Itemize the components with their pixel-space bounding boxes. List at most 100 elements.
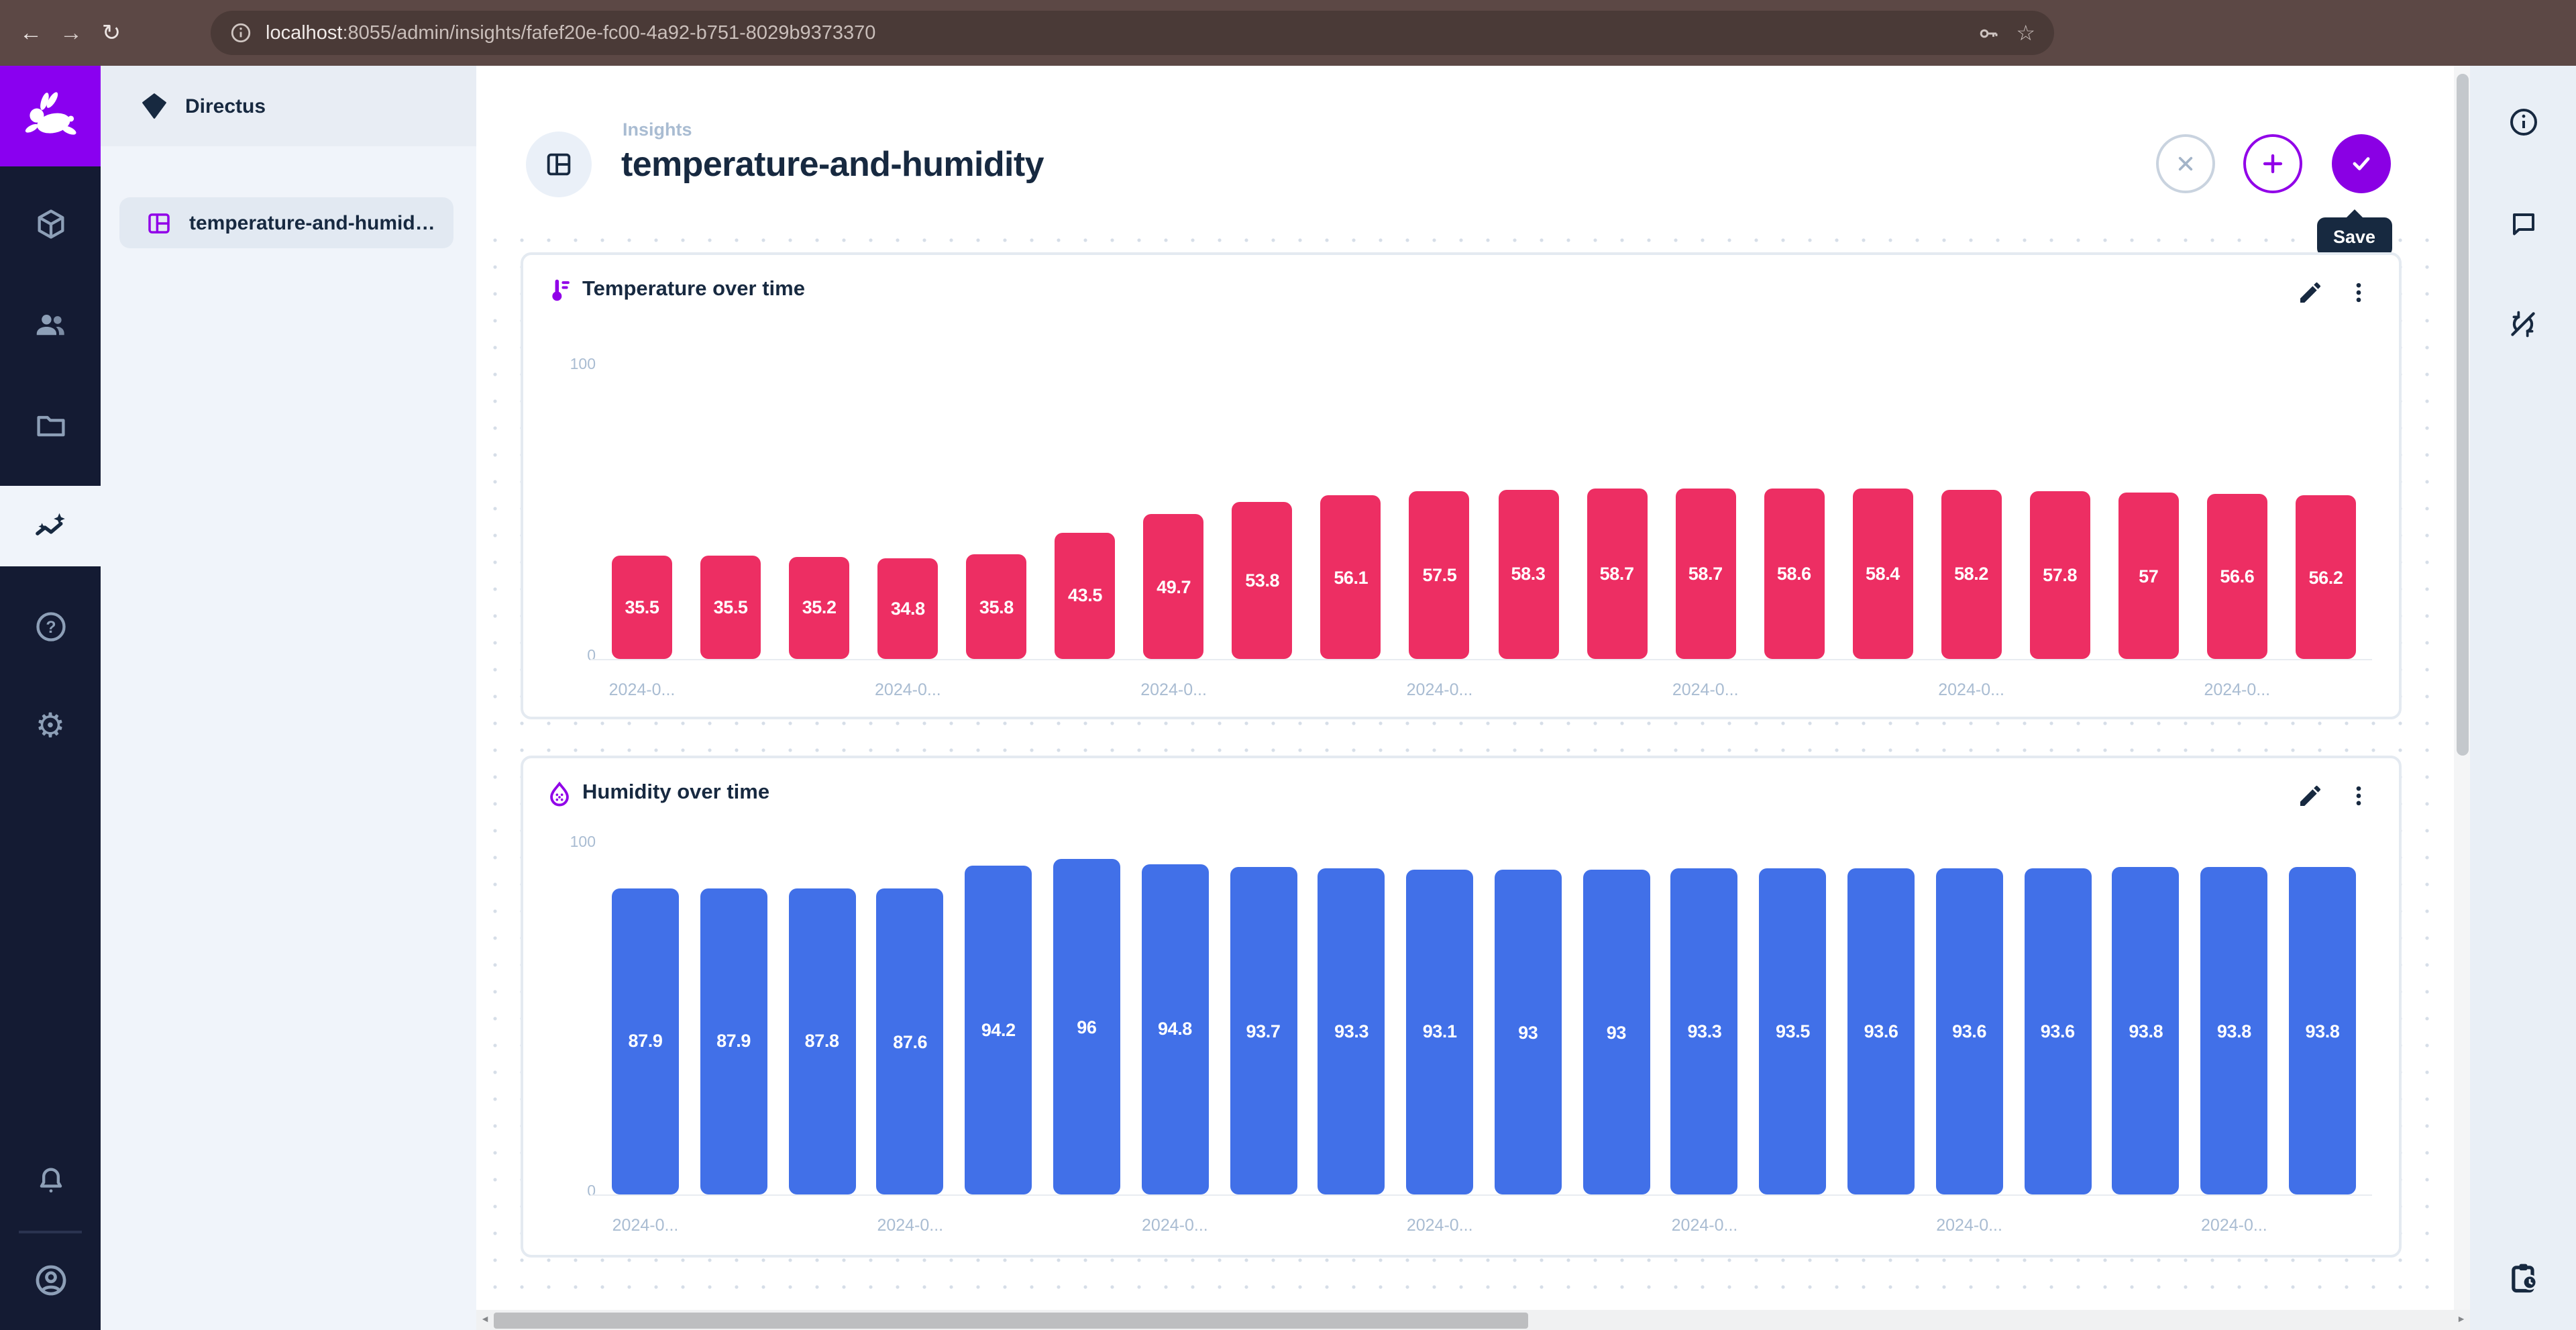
module-insights-active[interactable] <box>0 486 101 566</box>
bar-value-label: 93.3 <box>1687 1021 1722 1042</box>
bar-value-label: 93.5 <box>1776 1021 1810 1041</box>
x-axis-tick-label: 2024-0... <box>1936 1216 2002 1235</box>
chart-bar: 93.3 <box>1318 868 1385 1194</box>
module-files[interactable] <box>0 385 101 466</box>
chart-bar: 57.8 <box>2029 491 2090 659</box>
url-host: localhost <box>266 22 343 44</box>
chart-bar: 96 <box>1053 859 1120 1194</box>
x-axis-tick-label: 2024-0... <box>608 680 676 699</box>
back-icon[interactable]: ← <box>19 19 42 45</box>
cube-icon <box>37 209 64 239</box>
bar-value-label: 56.2 <box>2308 567 2343 587</box>
cancel-button[interactable] <box>2156 134 2215 193</box>
x-axis-tick-label: 2024-0... <box>875 680 941 699</box>
bar-value-label: 93.8 <box>2216 1021 2251 1041</box>
info-icon <box>2510 109 2536 136</box>
horizontal-scrollbar[interactable]: ◄ ► <box>476 1310 2470 1330</box>
chart-bar: 94.2 <box>965 866 1032 1194</box>
pencil-icon <box>2300 785 2321 806</box>
directus-logo[interactable] <box>0 66 101 166</box>
bar-chart-humidity: 87.9 2024-0... 87.9 87.8 87.6 2024-0... 94.2 96… <box>590 846 2372 1235</box>
comments-button[interactable] <box>2470 208 2576 240</box>
x-axis-tick-label: 2024-0... <box>1406 680 1473 699</box>
panel-humidity[interactable]: Humidity over time 100 0 87.9 2024-0... 87… <box>521 756 2402 1258</box>
project-switcher[interactable]: Directus <box>101 66 476 146</box>
chart-bar: 93.8 <box>2112 867 2180 1194</box>
bar-value-label: 93.1 <box>1422 1021 1457 1042</box>
notifications-button[interactable] <box>0 1141 101 1221</box>
url-path: :8055/admin/insights/fafef20e-fc00-4a92-… <box>342 22 876 44</box>
bar-value-label: 57.8 <box>2043 564 2078 585</box>
sidebar-item-dashboard[interactable]: temperature-and-humidity <box>119 197 453 248</box>
reload-icon[interactable]: ↻ <box>101 19 121 45</box>
thermometer-icon <box>545 276 574 306</box>
dashboard-info-button[interactable] <box>2470 106 2576 138</box>
module-settings[interactable]: ⚙ <box>0 686 101 766</box>
chart-bar: 93.7 <box>1230 867 1297 1194</box>
panel-menu-button[interactable] <box>2345 782 2372 809</box>
bar-value-label: 93.8 <box>2305 1021 2340 1041</box>
scroll-right-arrow-icon[interactable]: ► <box>2457 1315 2466 1325</box>
bar-value-label: 93.6 <box>1864 1021 1898 1041</box>
dashboard-icon <box>148 213 170 233</box>
bell-icon <box>39 1168 62 1193</box>
bar-value-label: 94.8 <box>1157 1019 1192 1039</box>
module-users[interactable] <box>0 283 101 364</box>
edit-panel-button[interactable] <box>2297 782 2324 809</box>
bar-value-label: 58.7 <box>1599 563 1634 584</box>
horizontal-scrollbar-thumb[interactable] <box>494 1312 1528 1328</box>
chart-bar: 93.5 <box>1759 868 1827 1194</box>
bar-value-label: 56.1 <box>1334 567 1368 588</box>
kebab-menu-icon <box>2356 283 2361 303</box>
auto-refresh-disabled-button[interactable] <box>2470 307 2576 341</box>
bar-value-label: 49.7 <box>1157 576 1191 597</box>
scroll-left-arrow-icon[interactable]: ◄ <box>480 1315 490 1325</box>
bar-value-label: 53.8 <box>1245 570 1280 591</box>
bar-value-label: 87.9 <box>716 1031 751 1052</box>
site-info-icon[interactable] <box>229 21 252 44</box>
chart-bar: 93.6 <box>2024 868 2092 1194</box>
insights-icon <box>36 512 65 535</box>
project-name: Directus <box>185 95 266 117</box>
chart-bar: 58.3 <box>1498 489 1559 659</box>
sidebar-item-label: temperature-and-humidity <box>189 211 437 234</box>
bookmark-star-icon[interactable]: ☆ <box>2016 22 2035 45</box>
y-axis-min-label: 0 <box>587 648 596 664</box>
user-avatar-button[interactable] <box>0 1240 101 1321</box>
chart-bar: 93.3 <box>1670 868 1738 1194</box>
activity-log-button[interactable] <box>2470 1260 2576 1295</box>
bar-chart-temperature: 35.5 2024-0... 35.5 35.2 34.8 2024-0... 35.8 43… <box>590 368 2372 699</box>
add-panel-button[interactable] <box>2243 134 2302 193</box>
url-text[interactable]: localhost:8055/admin/insights/fafef20e-f… <box>266 22 1976 44</box>
address-bar[interactable]: localhost:8055/admin/insights/fafef20e-f… <box>211 11 2054 55</box>
chart-bar: 93 <box>1582 870 1650 1194</box>
vertical-scrollbar[interactable] <box>2454 66 2470 1310</box>
x-axis-tick-label: 2024-0... <box>2204 680 2271 699</box>
save-tooltip: Save <box>2317 209 2392 256</box>
y-axis-min-label: 0 <box>587 1184 596 1200</box>
bar-value-label: 35.5 <box>625 597 659 617</box>
save-button[interactable] <box>2332 134 2391 193</box>
bar-value-label: 58.4 <box>1865 564 1900 584</box>
module-help[interactable]: ? <box>0 586 101 667</box>
vertical-scrollbar-thumb[interactable] <box>2456 74 2468 756</box>
chart-bar: 35.2 <box>789 556 850 659</box>
x-axis-tick-label: 2024-0... <box>1672 680 1739 699</box>
bar-value-label: 93 <box>1606 1022 1627 1043</box>
breadcrumb[interactable]: Insights <box>623 119 692 140</box>
panel-temperature[interactable]: Temperature over time 100 0 35.5 2024-0..… <box>521 252 2402 719</box>
bar-value-label: 93 <box>1518 1022 1538 1043</box>
bar-value-label: 93.6 <box>1952 1021 1987 1041</box>
edit-panel-button[interactable] <box>2297 279 2324 306</box>
y-axis-max-label: 100 <box>570 357 596 373</box>
chart-bar: 35.5 <box>700 556 761 659</box>
module-content[interactable] <box>0 184 101 264</box>
forward-icon[interactable]: → <box>60 19 83 45</box>
divider <box>19 1231 82 1233</box>
page-title: temperature-and-humidity <box>621 144 1044 184</box>
password-manager-key-icon[interactable] <box>1976 21 2000 45</box>
bar-value-label: 93.3 <box>1334 1021 1369 1042</box>
panel-menu-button[interactable] <box>2345 279 2372 306</box>
folder-icon <box>36 415 64 437</box>
bar-value-label: 35.8 <box>979 597 1014 617</box>
